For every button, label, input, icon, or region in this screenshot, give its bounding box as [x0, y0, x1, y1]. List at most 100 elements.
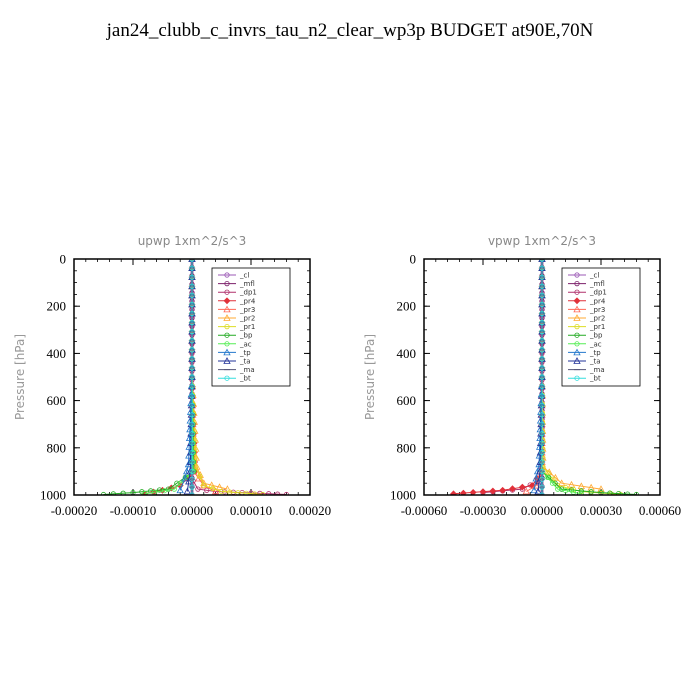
series-point-bt — [539, 393, 545, 399]
series-point-bt — [539, 310, 545, 317]
series-point-bt — [189, 292, 195, 298]
legend-marker — [223, 297, 231, 305]
legend-label: _ta — [589, 358, 601, 366]
series-point-tp — [181, 474, 189, 482]
series-point-pr2 — [597, 485, 605, 492]
series-point-bt — [539, 292, 545, 298]
series-point-bt — [539, 374, 545, 380]
series-point-pr4 — [509, 485, 516, 493]
legend-label: _ac — [589, 340, 602, 348]
y-tick-label: 200 — [47, 299, 67, 314]
series-point-pr2 — [215, 483, 224, 491]
series-point-pr1 — [197, 473, 203, 479]
legend-marker — [573, 297, 581, 305]
legend-label: _ma — [239, 366, 255, 374]
legend-label: _ac — [239, 340, 252, 348]
series-point-bp — [588, 489, 594, 495]
series-point-bp — [607, 490, 613, 495]
series-point-bt — [539, 449, 545, 456]
legend-label: _pr1 — [239, 323, 255, 331]
series-point-ac — [555, 486, 561, 492]
series-point-bt — [539, 365, 545, 371]
series-point-bt — [189, 310, 195, 317]
series-point-pr4 — [499, 486, 507, 494]
series-point-bt — [189, 449, 195, 456]
legend-marker — [574, 323, 580, 330]
series-point-pr2 — [207, 481, 216, 489]
legend-label: _cl — [239, 272, 249, 280]
legend-label: _tp — [589, 349, 601, 357]
series-point-bt — [189, 476, 195, 482]
legend-marker — [223, 348, 231, 356]
series-point-bp — [156, 487, 163, 493]
series-point-bt — [539, 484, 545, 490]
series-point-bt — [539, 383, 545, 390]
x-tick-label: 0.00030 — [580, 503, 622, 518]
legend-label: _pr3 — [239, 306, 255, 314]
series-point-pr2 — [567, 480, 576, 488]
series-point-tp — [535, 443, 544, 450]
series-point-bt — [189, 431, 195, 437]
y-tick-label: 400 — [47, 346, 67, 361]
legend-marker — [574, 375, 580, 381]
series-point-bp — [120, 490, 126, 495]
legend-marker — [573, 314, 581, 321]
legend-label: _pr2 — [239, 315, 255, 323]
legend-marker — [223, 305, 231, 313]
legend-marker — [223, 357, 231, 364]
series-point-pr1 — [218, 488, 225, 495]
series-point-bt — [539, 274, 545, 280]
legend-marker — [573, 305, 581, 313]
legend-label: _tp — [239, 349, 251, 357]
series-point-bt — [539, 412, 545, 418]
series-point-ac — [562, 488, 569, 494]
series-point-bt — [189, 329, 195, 335]
series-point-bt — [189, 259, 195, 262]
panel-title: vpwp 1xm^2/s^3 — [488, 234, 596, 248]
y-tick-label: 600 — [397, 393, 417, 408]
series-point-bt — [189, 274, 195, 280]
x-tick-label: 0.00000 — [171, 503, 213, 518]
y-tick-label: 800 — [47, 440, 67, 455]
y-tick-label: 800 — [397, 440, 417, 455]
series-point-pr3 — [211, 487, 220, 495]
series-point-bt — [189, 484, 195, 490]
series-point-ac — [578, 491, 584, 495]
legend-label: _pr4 — [239, 297, 256, 305]
legend-label: _bt — [589, 375, 601, 383]
legend-label: _pr4 — [589, 297, 606, 305]
series-point-bt — [539, 265, 545, 271]
series-point-bt — [539, 301, 545, 307]
plot-frame — [73, 258, 311, 496]
series-point-tp — [176, 486, 184, 494]
series-point-tp — [532, 474, 540, 482]
legend-marker — [574, 341, 580, 347]
legend-label: _pr1 — [589, 323, 605, 331]
series-point-bt — [189, 301, 195, 307]
series-point-bt — [189, 393, 195, 399]
series-point-bt — [189, 468, 195, 474]
series-point-pr4 — [459, 489, 467, 495]
series-point-ac — [544, 474, 550, 480]
series-point-bt — [539, 347, 545, 353]
series-point-ta — [183, 487, 191, 495]
x-tick-label: 0.00060 — [639, 503, 681, 518]
x-tick-label: -0.00020 — [51, 503, 98, 518]
y-tick-label: 400 — [397, 346, 417, 361]
series-point-bt — [189, 412, 195, 418]
series-point-bt — [539, 459, 545, 465]
series-point-ac — [171, 486, 177, 492]
legend-marker — [224, 375, 230, 381]
legend-marker — [224, 323, 230, 330]
legend-marker — [224, 289, 230, 295]
series-point-bt — [189, 283, 195, 289]
legend-label: _ma — [589, 366, 605, 374]
series-point-dp1 — [190, 478, 196, 484]
series-point-bt — [189, 319, 195, 326]
series-point-bt — [539, 329, 545, 335]
main-title: jan24_clubb_c_invrs_tau_n2_clear_wp3p BU… — [106, 20, 594, 41]
x-tick-label: 0.00000 — [521, 503, 563, 518]
x-tick-label: -0.00060 — [401, 503, 448, 518]
series-point-bt — [189, 338, 195, 344]
legend: _cl_mfl_dp1_pr4_pr3_pr2_pr1_bp_ac_tp_ta_… — [211, 267, 291, 387]
